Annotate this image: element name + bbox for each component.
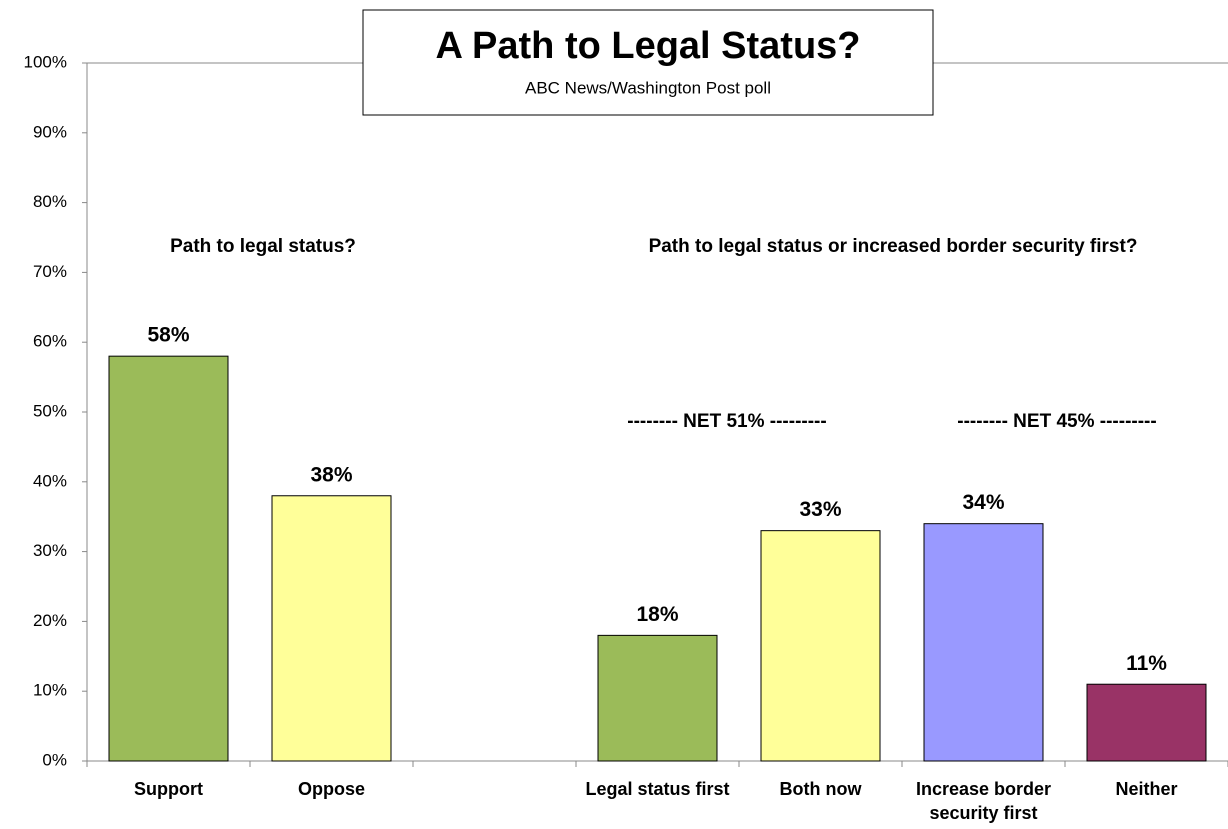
- y-tick-label: 0%: [42, 750, 67, 769]
- bar: [923, 523, 1044, 762]
- x-tick-label-box: Both now: [779, 779, 862, 799]
- value-label: 33%: [799, 498, 841, 521]
- chart-subtitle: ABC News/Washington Post poll: [525, 78, 771, 97]
- y-tick-label: 30%: [33, 541, 67, 560]
- x-tick-label-box: Oppose: [297, 779, 365, 799]
- y-tick-label: 60%: [33, 332, 67, 351]
- value-label: 11%: [1126, 652, 1167, 675]
- x-tick-label: Legal status first: [585, 779, 730, 799]
- y-tick-label: 20%: [33, 611, 67, 630]
- y-tick-label: 50%: [33, 401, 67, 420]
- annotation: -------- NET 45% ---------: [957, 411, 1156, 432]
- title-box: [362, 9, 934, 116]
- annotation: -------- NET 51% ---------: [627, 411, 826, 432]
- y-tick-label: 40%: [33, 471, 67, 490]
- annotation: Path to legal status?: [170, 236, 356, 257]
- x-tick-label: Support: [134, 779, 203, 799]
- annotation: Path to legal status or increased border…: [649, 236, 1138, 257]
- x-tick-label-box: Neither: [1115, 779, 1178, 799]
- bar: [108, 355, 229, 762]
- x-tick-label: Both now: [779, 779, 862, 799]
- value-label: 18%: [636, 603, 678, 626]
- value-label: 38%: [310, 463, 352, 486]
- value-label: 58%: [147, 324, 189, 347]
- y-tick-label: 80%: [33, 192, 67, 211]
- x-tick-label-box: Increase border security first: [915, 779, 1052, 823]
- bar: [597, 634, 718, 762]
- chart-title: A Path to Legal Status?: [435, 25, 860, 67]
- y-tick-label: 70%: [33, 262, 67, 281]
- y-tick-label: 100%: [24, 52, 67, 71]
- x-tick-label: Oppose: [297, 779, 365, 799]
- x-tick-label-box: Support: [134, 779, 203, 799]
- x-tick-label-box: Legal status first: [585, 779, 730, 799]
- x-tick-label: Neither: [1115, 779, 1178, 799]
- bar: [271, 495, 392, 762]
- y-tick-label: 10%: [33, 681, 67, 700]
- x-tick-label: Increase border security first: [915, 779, 1052, 823]
- value-label: 34%: [962, 491, 1004, 514]
- bar: [1086, 683, 1207, 762]
- y-tick-label: 90%: [33, 122, 67, 141]
- bar: [760, 530, 881, 762]
